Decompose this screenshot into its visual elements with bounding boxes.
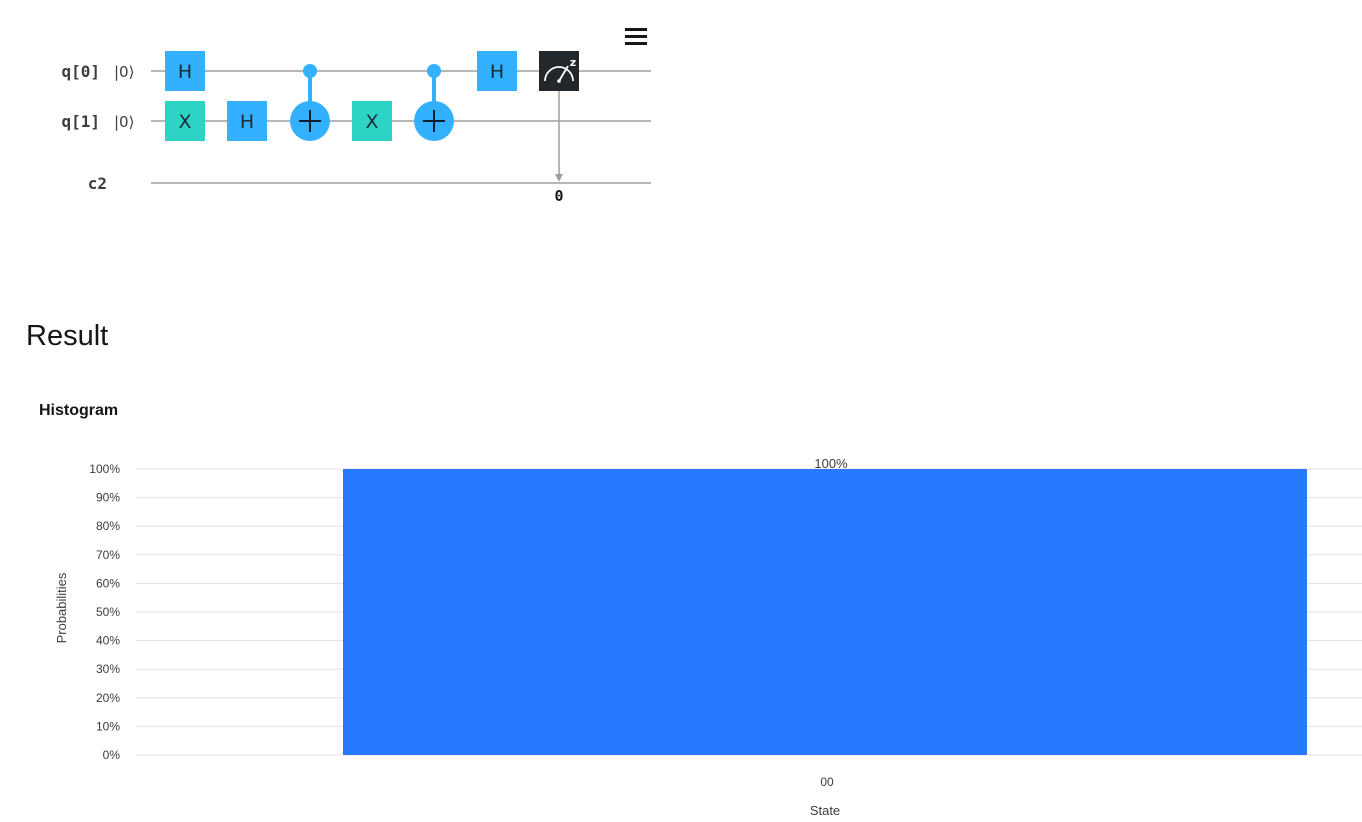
y-tick-label: 0% xyxy=(103,748,121,762)
gate-label: H xyxy=(178,61,192,83)
y-tick-label: 70% xyxy=(96,548,120,562)
chart-bars: 100% xyxy=(343,456,1307,755)
cnot-gate[interactable] xyxy=(414,64,454,141)
pauli-x-gate[interactable]: X xyxy=(352,101,392,141)
hadamard-gate[interactable]: H xyxy=(477,51,517,91)
y-tick-label: 80% xyxy=(96,519,120,533)
histogram-title: Histogram xyxy=(39,402,119,419)
y-tick-label: 10% xyxy=(96,719,120,733)
cnot-gate[interactable] xyxy=(290,64,330,141)
hadamard-gate[interactable]: H xyxy=(227,101,267,141)
hamburger-icon[interactable] xyxy=(620,22,652,50)
y-tick-label: 100% xyxy=(89,462,120,476)
y-tick-label: 50% xyxy=(96,605,120,619)
bar-data-label: 100% xyxy=(814,456,848,471)
qubit-label: q[0] xyxy=(61,62,100,81)
y-axis-ticks: 0% 10% 20% 30% 40% 50% 60% 70% 80% 90% 100% xyxy=(89,462,120,762)
measure-gate[interactable]: z0 xyxy=(539,51,579,205)
classical-register-label: c2 xyxy=(88,174,107,193)
meter-icon xyxy=(544,65,574,83)
classical-bit-label: 0 xyxy=(554,187,563,205)
histogram-chart: 0% 10% 20% 30% 40% 50% 60% 70% 80% 90% 100% 100% 0… xyxy=(54,456,1362,818)
x-axis-ticks: 00 xyxy=(820,775,834,789)
x-tick-label: 00 xyxy=(820,775,834,789)
histogram-bar[interactable] xyxy=(343,469,1307,755)
register-labels: q[0] |0⟩ q[1] |0⟩ c2 xyxy=(61,62,134,193)
ket-label: |0⟩ xyxy=(114,113,134,131)
measure-basis-label: z xyxy=(570,56,576,69)
pauli-x-gate[interactable]: X xyxy=(165,101,205,141)
gate-label: X xyxy=(365,111,378,133)
control-dot xyxy=(303,64,317,78)
control-dot xyxy=(427,64,441,78)
y-tick-label: 60% xyxy=(96,576,120,590)
gate-label: H xyxy=(240,111,254,133)
y-tick-label: 20% xyxy=(96,691,120,705)
gate-label: H xyxy=(490,61,504,83)
circuit-diagram: q[0] |0⟩q[1] |0⟩c2 HX H XH z0 xyxy=(61,51,651,205)
ket-label: |0⟩ xyxy=(114,63,134,81)
qubit-label: q[1] xyxy=(61,112,100,131)
x-axis-label: State xyxy=(810,803,840,818)
y-tick-label: 30% xyxy=(96,662,120,676)
gate-label: X xyxy=(178,111,191,133)
y-tick-label: 40% xyxy=(96,634,120,648)
y-axis-label: Probabilities xyxy=(54,572,69,643)
result-title: Result xyxy=(26,320,109,352)
circuit-gates: HX H XH z0 xyxy=(165,51,579,205)
hadamard-gate[interactable]: H xyxy=(165,51,205,91)
y-tick-label: 90% xyxy=(96,491,120,505)
